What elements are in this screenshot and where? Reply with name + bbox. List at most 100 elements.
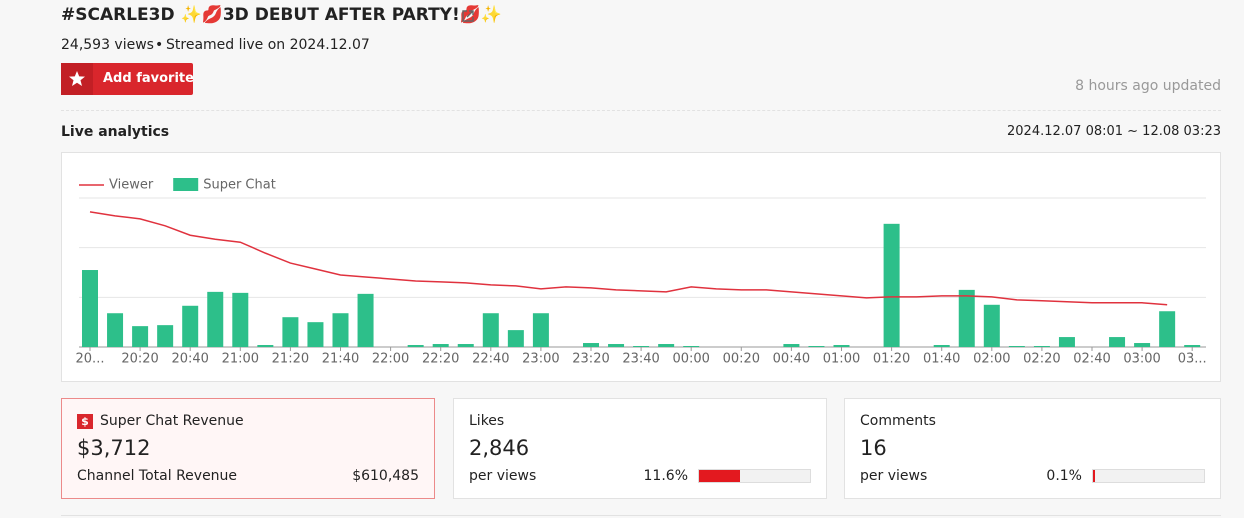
comments-card: Comments 16 per views 0.1% [844, 398, 1221, 499]
bar [608, 344, 625, 347]
divider [61, 110, 1221, 111]
card-title: Comments [860, 413, 936, 429]
bar [332, 313, 349, 347]
x-tick-label: 23:40 [622, 352, 659, 367]
bar [1033, 346, 1050, 347]
ratio-label: 0.1% [1046, 468, 1082, 484]
x-tick-label: 21:20 [272, 352, 309, 367]
bar [1159, 311, 1176, 347]
x-tick-label: 23:00 [522, 352, 559, 367]
card-title: Likes [469, 413, 505, 429]
bar [658, 344, 675, 347]
bar [307, 322, 324, 347]
bar [457, 344, 474, 347]
bar [958, 289, 975, 347]
analytics-range: 2024.12.07 08:01 ~ 12.08 03:23 [1007, 124, 1221, 139]
chart-box: 20... 20:20 20:40 21:00 21:20 21:40 22:00 22:20… [61, 152, 1221, 382]
ratio-label: 11.6% [643, 468, 688, 484]
separator: • [155, 37, 164, 53]
ratio-fill [699, 470, 740, 482]
x-tick-label: 22:00 [372, 352, 409, 367]
card-sub-label: Channel Total Revenue [77, 468, 238, 484]
bar [257, 345, 274, 347]
bar [82, 270, 98, 347]
bar [157, 325, 174, 347]
x-tick-label: 01:00 [823, 352, 860, 367]
bar [1134, 343, 1151, 347]
chart: 20... 20:20 20:40 21:00 21:20 21:40 22:00 22:20… [76, 178, 1207, 367]
x-tick-label: 21:00 [222, 352, 259, 367]
x-tick-label: 03... [1178, 352, 1207, 367]
bar [783, 344, 800, 347]
card-value: 2,846 [469, 436, 530, 460]
bar [532, 313, 549, 347]
likes-card: Likes 2,846 per views 11.6% [453, 398, 827, 499]
card-sub-label: per views [860, 468, 928, 484]
bar [933, 345, 950, 347]
streamed-date: Streamed live on 2024.12.07 [166, 37, 370, 53]
bar [407, 345, 424, 347]
x-tick-label: 03:00 [1123, 352, 1160, 367]
bar [432, 344, 449, 347]
x-tick-label: 22:40 [472, 352, 509, 367]
card-sub-value: $610,485 [352, 468, 419, 484]
bar [282, 317, 299, 347]
bar [683, 346, 700, 347]
x-tick-label: 20:20 [121, 352, 158, 367]
favorite-button[interactable]: Add favorite [61, 63, 194, 95]
updated: 8 hours ago updated [1075, 78, 1221, 94]
x-tick-label: 20... [76, 352, 105, 367]
ratio-fill [1093, 470, 1095, 482]
bar [207, 291, 224, 347]
line [89, 211, 1168, 306]
bar [808, 346, 825, 347]
bar [833, 345, 850, 347]
bar [182, 305, 199, 347]
bar [1109, 337, 1126, 347]
bar [482, 313, 499, 347]
card-sub-label: per views [469, 468, 537, 484]
bar [507, 330, 524, 347]
ratio-track [698, 469, 811, 483]
bottom-divider [61, 515, 1221, 516]
x-tick-label: 02:40 [1073, 352, 1110, 367]
bar [583, 343, 599, 347]
x-tick-label: 00:20 [723, 352, 760, 367]
analytics-title: Live analytics [61, 124, 170, 140]
legend-label: Viewer [109, 178, 154, 193]
x-tick-label: 01:20 [873, 352, 910, 367]
x-tick-label: 00:00 [672, 352, 709, 367]
x-tick-label: 22:20 [422, 352, 459, 367]
x-tick-label: 21:40 [322, 352, 359, 367]
x-tick-label: 02:00 [973, 352, 1010, 367]
x-tick-label: 20:40 [171, 352, 208, 367]
x-tick-label: 01:40 [923, 352, 960, 367]
x-tick-label: 00:40 [773, 352, 810, 367]
bar [232, 292, 249, 347]
bar [633, 346, 650, 347]
star-icon [69, 71, 85, 86]
legend-label: Super Chat [203, 178, 276, 193]
x-tick-label: 23:20 [572, 352, 609, 367]
card-value: 16 [860, 436, 887, 460]
x-tick-label: 02:20 [1023, 352, 1060, 367]
video-title: #SCARLE3D ✨💋3D DEBUT AFTER PARTY!💋✨ [61, 5, 503, 25]
bar [132, 326, 149, 347]
bar [1008, 346, 1025, 347]
star-box [61, 63, 93, 95]
super-chat-card: $ Super Chat Revenue $3,712 Channel Tota… [61, 398, 435, 499]
bar [357, 293, 374, 347]
bar [107, 313, 124, 347]
bar [883, 223, 900, 347]
bar [1184, 345, 1201, 347]
super-chat-icon: $ [77, 414, 93, 429]
views: 24,593 views [61, 37, 154, 53]
card-title: Super Chat Revenue [100, 413, 244, 429]
external-link-icon[interactable] [461, 9, 475, 23]
card-value: $3,712 [77, 436, 151, 460]
legend-swatch [173, 178, 199, 191]
bar [983, 304, 1000, 347]
ratio-track [1092, 469, 1205, 483]
favorite-label: Add favorite [103, 71, 194, 86]
